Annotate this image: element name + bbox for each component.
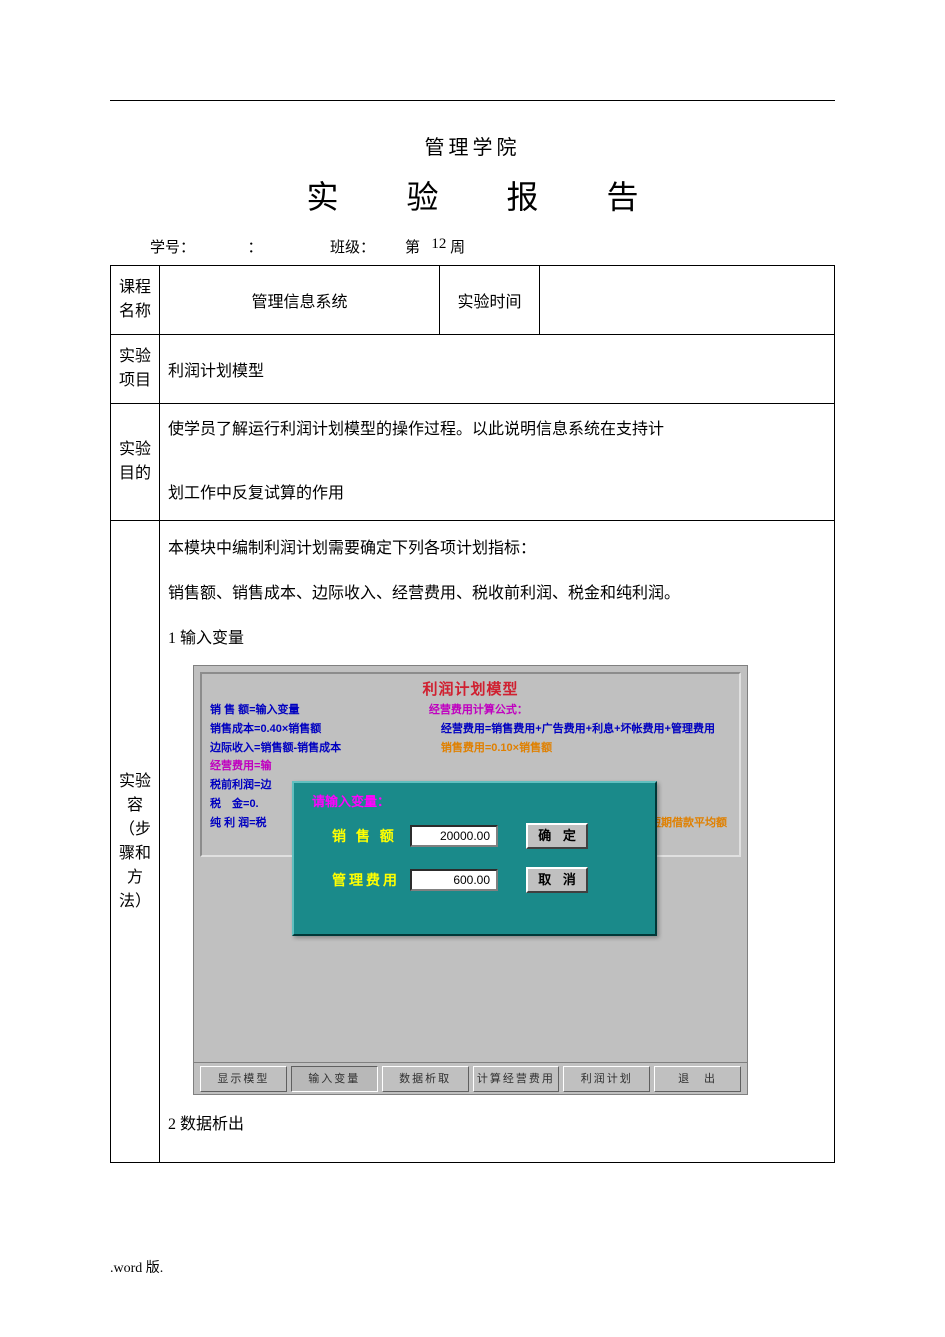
formula-l1: 销售成本=0.40×销售额 [210,720,429,739]
week-suffix: 周 [446,236,465,257]
toolbar-exit[interactable]: 退 出 [654,1066,741,1092]
sales-label: 销 售 额 [332,826,410,846]
report-table: 课程 名称 管理信息系统 实验时间 实验 项目 利润计划模型 实验 目的 使学员… [110,265,835,1163]
course-value: 管理信息系统 [160,266,440,335]
spacer3 [375,236,405,257]
course-label: 课程 名称 [111,266,160,335]
report-title: 实 验 报 告 [110,172,835,218]
info-line: 学号： ： 班级： 第 12 周 [110,236,835,257]
purpose-label: 实验 目的 [111,404,160,521]
steps-intro: 本模块中编制利润计划需要确定下列各项计划指标： [168,531,826,568]
formula-r0: 经营费用=销售费用+广告费用+利息+坏帐费用+管理费用 [429,720,731,739]
formula-r1: 销售费用=0.10×销售额 [429,739,731,758]
dialog-row-2: 管理费用 600.00 取 消 [294,854,655,898]
toolbar-calc-cost[interactable]: 计算经营费用 [473,1066,560,1092]
formula-l2: 边际收入=销售额-销售成本 [210,739,429,758]
project-label: 实验 项目 [111,335,160,404]
ok-button[interactable]: 确 定 [526,823,588,849]
colon2: ： [248,236,263,257]
spacer2 [263,236,331,257]
week-value: 12 [431,236,446,257]
project-value: 利润计划模型 [160,335,835,404]
time-label: 实验时间 [440,266,540,335]
steps-section2: 2 数据析出 [168,1107,826,1144]
student-id-label: 学号： [150,236,195,257]
steps-label: 实验 容 （步 骤和 方 法） [111,521,160,1163]
spacer1 [195,236,248,257]
steps-items: 销售额、销售成本、边际收入、经营费用、税收前利润、税金和纯利润。 [168,576,826,613]
toolbar-input-var[interactable]: 输入变量 [291,1066,378,1092]
steps-section1: 1 输入变量 [168,621,826,658]
dialog-row-1: 销 售 额 20000.00 确 定 [294,810,655,854]
toolbar-profit-plan[interactable]: 利润计划 [563,1066,650,1092]
formula-l0: 销 售 额=输入变量 [210,701,429,720]
model-title: 利润计划模型 [202,674,739,701]
sales-input[interactable]: 20000.00 [410,825,498,847]
input-dialog: 请输入变量： 销 售 额 20000.00 确 定 管理费用 600.00 取 … [292,781,657,936]
footer: .word 版. [110,1257,163,1277]
formula-rt: 经营费用计算公式： [429,701,731,720]
dialog-prompt: 请输入变量： [294,783,655,810]
toolbar-data-extract[interactable]: 数据析取 [382,1066,469,1092]
mgmt-input[interactable]: 600.00 [410,869,498,891]
college-name: 管理学院 [110,131,835,160]
week-prefix: 第 [405,236,431,257]
header-rule [110,100,835,101]
steps-content: 本模块中编制利润计划需要确定下列各项计划指标： 销售额、销售成本、边际收入、经营… [160,521,835,1163]
toolbar: 显示模型 输入变量 数据析取 计算经营费用 利润计划 退 出 [194,1062,747,1094]
formula-l3: 经营费用=输 [210,757,429,776]
cancel-button[interactable]: 取 消 [526,867,588,893]
mgmt-label: 管理费用 [332,870,410,890]
app-screenshot: 利润计划模型 销 售 额=输入变量 销售成本=0.40×销售额 边际收入=销售额… [193,665,748,1095]
class-label: 班级： [330,236,375,257]
purpose-value: 使学员了解运行利润计划模型的操作过程。以此说明信息系统在支持计 划工作中反复试算… [160,404,835,521]
toolbar-show-model[interactable]: 显示模型 [200,1066,287,1092]
time-value [540,266,835,335]
